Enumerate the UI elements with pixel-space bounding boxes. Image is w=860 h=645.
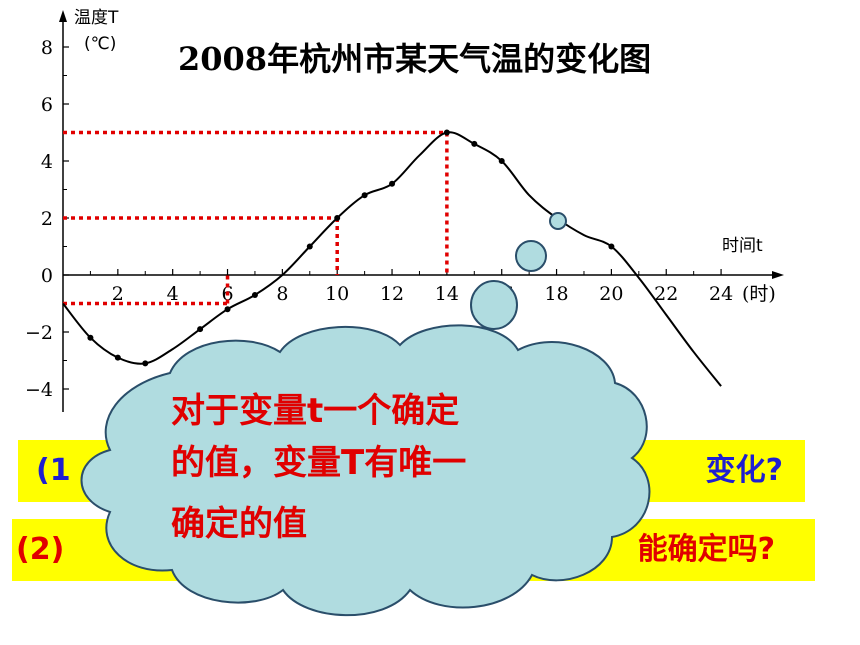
question-2-tail: 能确定吗? (637, 532, 775, 567)
callout-line-1: 对于变量t一个确定 (171, 391, 459, 431)
thought-bubble-medium (515, 240, 547, 272)
data-point (608, 243, 615, 250)
data-point (361, 192, 368, 199)
x-tick-label: 24 (709, 283, 733, 305)
question-1-tail: 变化? (705, 453, 783, 488)
y-tick-label: −2 (25, 322, 53, 344)
x-axis-arrow (772, 271, 784, 279)
data-point (306, 243, 313, 250)
data-point (471, 140, 478, 147)
y-tick-label: 6 (41, 94, 53, 116)
x-axis-unit: (时) (742, 283, 776, 305)
data-point (443, 129, 450, 136)
x-tick-label: 4 (167, 283, 179, 305)
y-tick-label: 4 (41, 151, 53, 173)
y-tick-label: 0 (41, 265, 53, 287)
y-tick-label: 2 (41, 208, 53, 230)
x-tick-label: 8 (276, 283, 288, 305)
thought-bubble-small (549, 212, 567, 230)
y-tick-label: −4 (25, 379, 53, 401)
chart-points (87, 129, 615, 367)
chart-guide-lines (63, 130, 449, 306)
data-point (87, 334, 94, 341)
question-2-number: (2) (16, 532, 65, 567)
x-tick-label: 20 (599, 283, 623, 305)
y-tick-label: 8 (41, 37, 53, 59)
x-tick-label: 12 (380, 283, 404, 305)
callout-line-2: 的值，变量T有唯一 (171, 443, 466, 483)
thought-bubble-large (470, 280, 518, 330)
data-point (498, 158, 505, 164)
data-point (251, 291, 258, 298)
data-point (389, 180, 396, 187)
data-point (224, 306, 231, 313)
data-point (334, 215, 341, 221)
thought-cloud (80, 324, 651, 617)
page-title: 2008年杭州市某天气温的变化图 (178, 40, 652, 78)
x-tick-label: 18 (544, 283, 568, 305)
y-axis-label: 温度T (74, 8, 119, 28)
x-tick-label: 10 (325, 283, 349, 305)
x-tick-label: 14 (435, 283, 459, 305)
x-tick-label: 22 (654, 283, 678, 305)
y-axis-unit: (℃) (84, 34, 116, 54)
x-axis-label: 时间t (722, 236, 763, 256)
data-point (142, 360, 149, 367)
data-point (197, 326, 204, 333)
data-point (114, 354, 121, 361)
callout-line-3: 确定的值 (171, 504, 307, 544)
x-tick-label: 2 (112, 283, 124, 305)
question-1-number: (1 (36, 453, 71, 488)
y-axis-arrow (59, 10, 67, 22)
